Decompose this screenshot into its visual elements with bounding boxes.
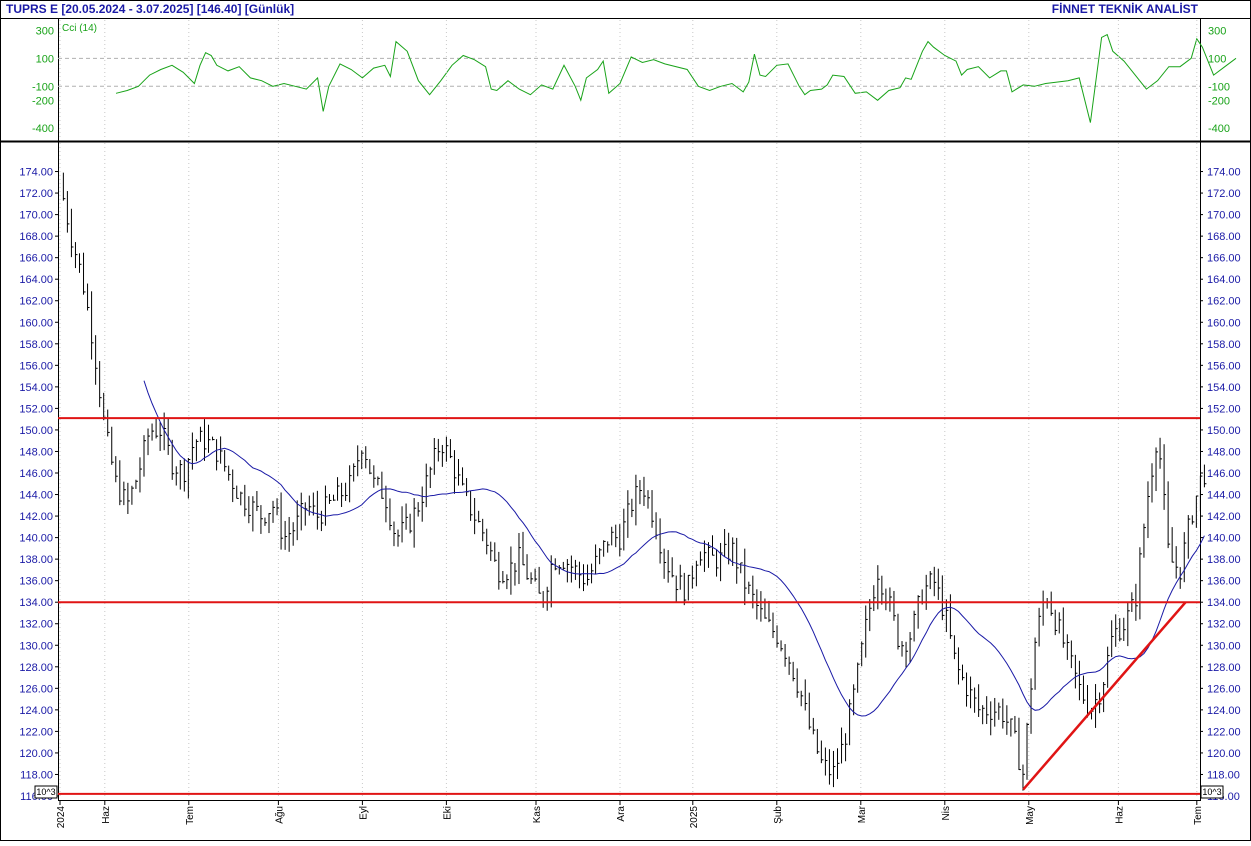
price-ytick-left-21: 132.00	[19, 619, 53, 631]
price-ytick-right-2: 170.00	[1207, 210, 1241, 222]
price-ytick-left-2: 170.00	[19, 210, 53, 222]
moving-average-line	[143, 380, 1205, 717]
cci-ytick-left-4: -400	[32, 123, 54, 135]
scale-badge-right-text: 10^3	[1202, 787, 1221, 797]
price-ytick-right-5: 164.00	[1207, 274, 1241, 286]
price-ytick-left-4: 166.00	[19, 253, 53, 265]
price-ytick-right-23: 128.00	[1207, 662, 1241, 674]
price-ytick-right-10: 154.00	[1207, 382, 1241, 394]
price-ytick-left-23: 128.00	[19, 662, 53, 674]
cci-ytick-right-3: -200	[1208, 95, 1230, 107]
x-axis: 2024 Haz Tem Ağu Eyl Eki Kas Ara 2025 Şub Mar Nis Ma…	[56, 800, 1204, 828]
trendline	[1022, 601, 1187, 791]
cci-ytick-left-3: -200	[32, 95, 54, 107]
price-ytick-right-17: 140.00	[1207, 533, 1241, 545]
price-ytick-right-9: 156.00	[1207, 360, 1241, 372]
price-ytick-right-8: 158.00	[1207, 339, 1241, 351]
price-ytick-right-0: 174.00	[1207, 167, 1241, 179]
price-ytick-left-10: 154.00	[19, 382, 53, 394]
price-ytick-left-28: 118.00	[20, 769, 53, 781]
price-ytick-left-13: 148.00	[19, 446, 53, 458]
cci-legend: Cci (14)	[62, 23, 97, 34]
xtick-label-7: Ara	[616, 806, 627, 822]
price-ytick-left-14: 146.00	[19, 468, 53, 480]
xtick-label-13: Haz	[1114, 806, 1125, 824]
price-ytick-left-15: 144.00	[19, 490, 53, 502]
chart-header-left: TUPRS E [20.05.2024 - 3.07.2025] [146.40…	[6, 2, 294, 16]
price-ytick-right-18: 138.00	[1207, 554, 1241, 566]
cci-ytick-left-0: 300	[36, 25, 54, 37]
price-ytick-right-21: 132.00	[1207, 619, 1241, 631]
price-ytick-right-26: 122.00	[1207, 726, 1241, 738]
price-ytick-right-16: 142.00	[1207, 511, 1241, 523]
price-ytick-left-12: 150.00	[19, 425, 53, 437]
price-ytick-left-0: 174.00	[19, 167, 53, 179]
price-ytick-right-6: 162.00	[1207, 296, 1241, 308]
xtick-label-9: Şub	[773, 806, 784, 824]
price-ytick-right-15: 144.00	[1207, 490, 1241, 502]
xtick-label-11: Nis	[941, 806, 952, 820]
price-ytick-right-20: 134.00	[1207, 597, 1241, 609]
price-ytick-right-13: 148.00	[1207, 446, 1241, 458]
xtick-label-1: Haz	[101, 806, 112, 824]
price-ytick-right-25: 124.00	[1207, 705, 1241, 717]
xtick-label-6: Kas	[532, 806, 543, 823]
price-ytick-right-14: 146.00	[1207, 468, 1241, 480]
price-ytick-left-22: 130.00	[19, 640, 53, 652]
xtick-label-0: 2024	[56, 806, 67, 829]
xtick-label-3: Ağu	[274, 806, 285, 824]
xtick-label-12: May	[1025, 806, 1036, 825]
cci-ytick-right-4: -400	[1208, 123, 1230, 135]
price-ytick-left-1: 172.00	[19, 188, 53, 200]
price-ytick-left-8: 158.00	[19, 339, 53, 351]
chart-header-right: FİNNET TEKNİK ANALİST	[1052, 1, 1199, 16]
price-ytick-left-3: 168.00	[19, 231, 53, 243]
price-ytick-left-25: 124.00	[19, 705, 53, 717]
cci-ytick-left-1: 100	[36, 53, 54, 65]
cci-ytick-right-0: 300	[1208, 25, 1226, 37]
price-ytick-right-24: 126.00	[1207, 683, 1241, 695]
price-ytick-left-7: 160.00	[19, 317, 53, 329]
price-ytick-left-16: 142.00	[19, 511, 53, 523]
price-ytick-right-28: 118.00	[1207, 769, 1240, 781]
price-ytick-right-12: 150.00	[1207, 425, 1241, 437]
price-ytick-left-17: 140.00	[19, 533, 53, 545]
price-panel: 174.00 174.00 172.00 172.00 170.00 170.00 168.…	[19, 20, 1241, 803]
price-ytick-right-11: 152.00	[1207, 403, 1241, 415]
price-ytick-left-9: 156.00	[19, 360, 53, 372]
price-ytick-left-18: 138.00	[19, 554, 53, 566]
cci-panel: 300 300 100 100 -100 -100 -200 -200 -400 -400 Cci …	[32, 23, 1237, 135]
xtick-label-14: Tem	[1193, 806, 1204, 825]
price-ytick-right-19: 136.00	[1207, 576, 1241, 588]
cci-ytick-right-2: -100	[1208, 81, 1230, 93]
price-ytick-right-4: 166.00	[1207, 253, 1241, 265]
scale-badge-left	[34, 785, 58, 799]
price-ytick-left-11: 152.00	[19, 403, 53, 415]
scale-badge-left-text: 10^3	[36, 787, 55, 797]
price-ytick-left-26: 122.00	[19, 726, 53, 738]
cci-line	[115, 33, 1237, 123]
xtick-label-5: Eki	[442, 806, 453, 820]
price-ytick-right-3: 168.00	[1207, 231, 1241, 243]
price-ytick-left-6: 162.00	[19, 296, 53, 308]
price-ytick-left-27: 120.00	[19, 748, 53, 760]
price-ytick-left-19: 136.00	[19, 576, 53, 588]
cci-ytick-left-2: -100	[32, 81, 54, 93]
price-ytick-right-27: 120.00	[1207, 748, 1241, 760]
scale-badge-right	[1200, 785, 1224, 799]
price-ytick-right-7: 160.00	[1207, 317, 1241, 329]
price-ytick-right-22: 130.00	[1207, 640, 1241, 652]
xtick-label-4: Eyl	[358, 806, 369, 820]
xtick-label-2: Tem	[185, 806, 196, 825]
xtick-label-8: 2025	[689, 806, 700, 829]
xtick-label-10: Mar	[857, 805, 868, 823]
price-ytick-left-5: 164.00	[19, 274, 53, 286]
price-ytick-right-1: 172.00	[1207, 188, 1241, 200]
price-ytick-left-24: 126.00	[19, 683, 53, 695]
cci-ytick-right-1: 100	[1208, 53, 1226, 65]
price-ytick-left-20: 134.00	[19, 597, 53, 609]
